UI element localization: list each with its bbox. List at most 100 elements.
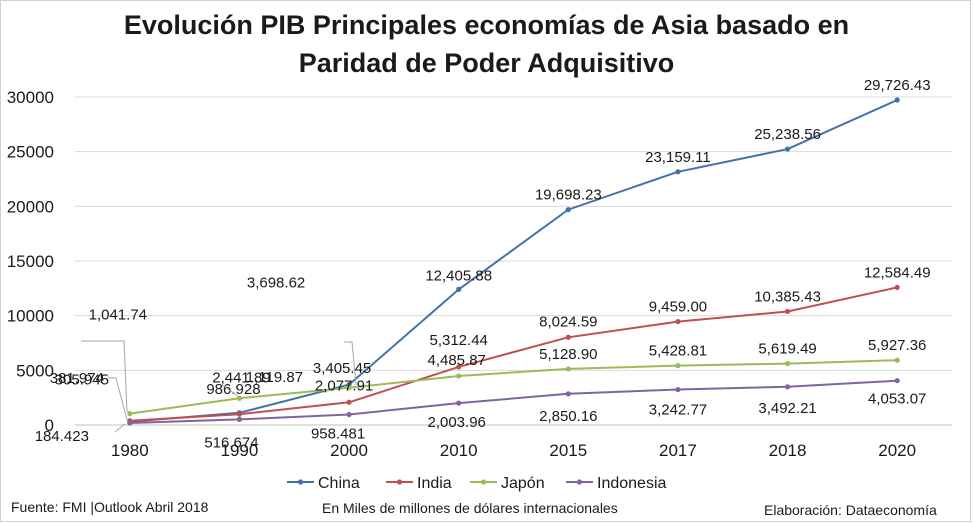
data-label: 3,405.45 [313,360,371,377]
label-leader-line [81,340,128,413]
x-tick-label: 2020 [878,441,916,460]
data-label: 25,238.56 [754,126,821,143]
data-label: 3,242.77 [649,402,707,419]
data-label: 5,128.90 [539,346,597,363]
label-leader-line [344,341,357,386]
data-point [127,411,133,417]
label-leader-line [108,377,128,421]
data-point [346,411,352,418]
data-label: 5,927.36 [868,337,926,354]
data-label: 2,077.91 [315,377,373,394]
label-leader-line [221,384,239,397]
data-label: 12,584.49 [864,264,931,281]
data-label: 5,428.81 [649,343,707,360]
data-label: 5,619.49 [758,341,816,358]
data-point [894,378,900,384]
data-label: 23,159.11 [645,149,711,166]
data-point [565,391,571,397]
x-tick-label: 1980 [111,441,149,460]
chart-title-line-2: Paridad de Poder Adquisitivo [298,48,675,78]
data-label: 305.945 [55,372,109,389]
series-line-2 [129,359,898,415]
data-label: 2,441.89 [212,369,270,386]
legend-label: China [318,475,360,492]
x-tick-label: 2010 [440,441,478,460]
series-line-1 [129,286,898,422]
data-label: 986.928 [206,381,260,398]
data-point [236,395,243,401]
y-tick-label: 0 [45,416,54,435]
data-point [346,385,352,391]
chart-title: Evolución PIB Principales economías de A… [0,6,973,82]
y-tick-label: 5000 [16,361,54,380]
footer-units: En Miles de millones de dólares internac… [322,500,618,516]
data-point [675,169,681,175]
data-label: 2,850.16 [539,408,597,425]
data-point [675,386,681,393]
data-point [675,363,681,369]
data-point [236,416,243,422]
data-point [565,334,571,340]
data-point [894,284,900,291]
series-line-3 [129,379,898,424]
data-label: 516.674 [204,434,258,451]
data-label: 1,041.74 [89,307,147,324]
y-tick-label: 10000 [7,307,54,326]
footer-source: Fuente: FMI |Outlook Abril 2018 [11,499,209,515]
x-tick-label: 2018 [769,441,807,460]
y-tick-label: 25000 [7,143,54,162]
y-tick-label: 20000 [7,197,54,216]
legend-swatch-marker [396,479,403,485]
data-label: 958.481 [311,426,365,443]
x-tick-label: 2000 [330,441,368,460]
data-point [784,308,791,315]
x-tick-label: 2017 [659,441,697,460]
footer-credit: Elaboración: Dataeconomía [764,502,937,518]
data-label: 4,053.07 [868,391,926,408]
data-point [894,357,900,363]
data-point [346,399,352,405]
data-label: 3,698.62 [247,275,305,292]
data-point [784,146,791,152]
data-label: 3,492.21 [758,400,816,417]
y-tick-label: 30000 [7,88,54,107]
data-point [675,318,681,325]
data-label: 1,119.87 [246,369,303,386]
data-label: 10,385.43 [754,288,821,305]
legend-label: Japón [501,475,545,492]
legend-swatch-marker [480,479,487,485]
legend-label: India [417,475,452,492]
data-point [894,97,900,103]
data-point [456,286,462,292]
data-point [127,420,133,426]
x-tick-label: 2015 [549,441,587,460]
data-point [565,366,571,372]
data-label: 184.423 [35,428,89,445]
series-line-0 [129,99,898,423]
legend-label: Indonesia [597,475,666,492]
data-label: 5,312.44 [429,332,487,349]
data-label: 9,459.00 [649,299,707,316]
data-point [456,400,462,406]
data-label: 4,485.87 [427,352,485,369]
data-label: 12,405.88 [425,267,492,284]
x-tick-label: 1990 [221,441,259,460]
y-tick-label: 15000 [7,252,54,271]
data-label: 29,726.43 [864,77,931,94]
data-label: 381.974 [50,370,104,387]
label-leader-line [114,423,126,433]
chart-title-line-1: Evolución PIB Principales economías de A… [123,10,850,40]
data-point [565,207,571,213]
data-point [456,373,462,379]
data-point [236,411,243,417]
data-label: 8,024.59 [539,313,597,330]
data-point [456,364,462,370]
legend-swatch-marker [576,479,583,485]
data-label: 2,003.96 [427,414,485,431]
data-point [784,384,791,390]
data-point [784,360,791,367]
data-label: 19,698.23 [535,187,602,204]
legend-swatch-marker [297,479,304,485]
